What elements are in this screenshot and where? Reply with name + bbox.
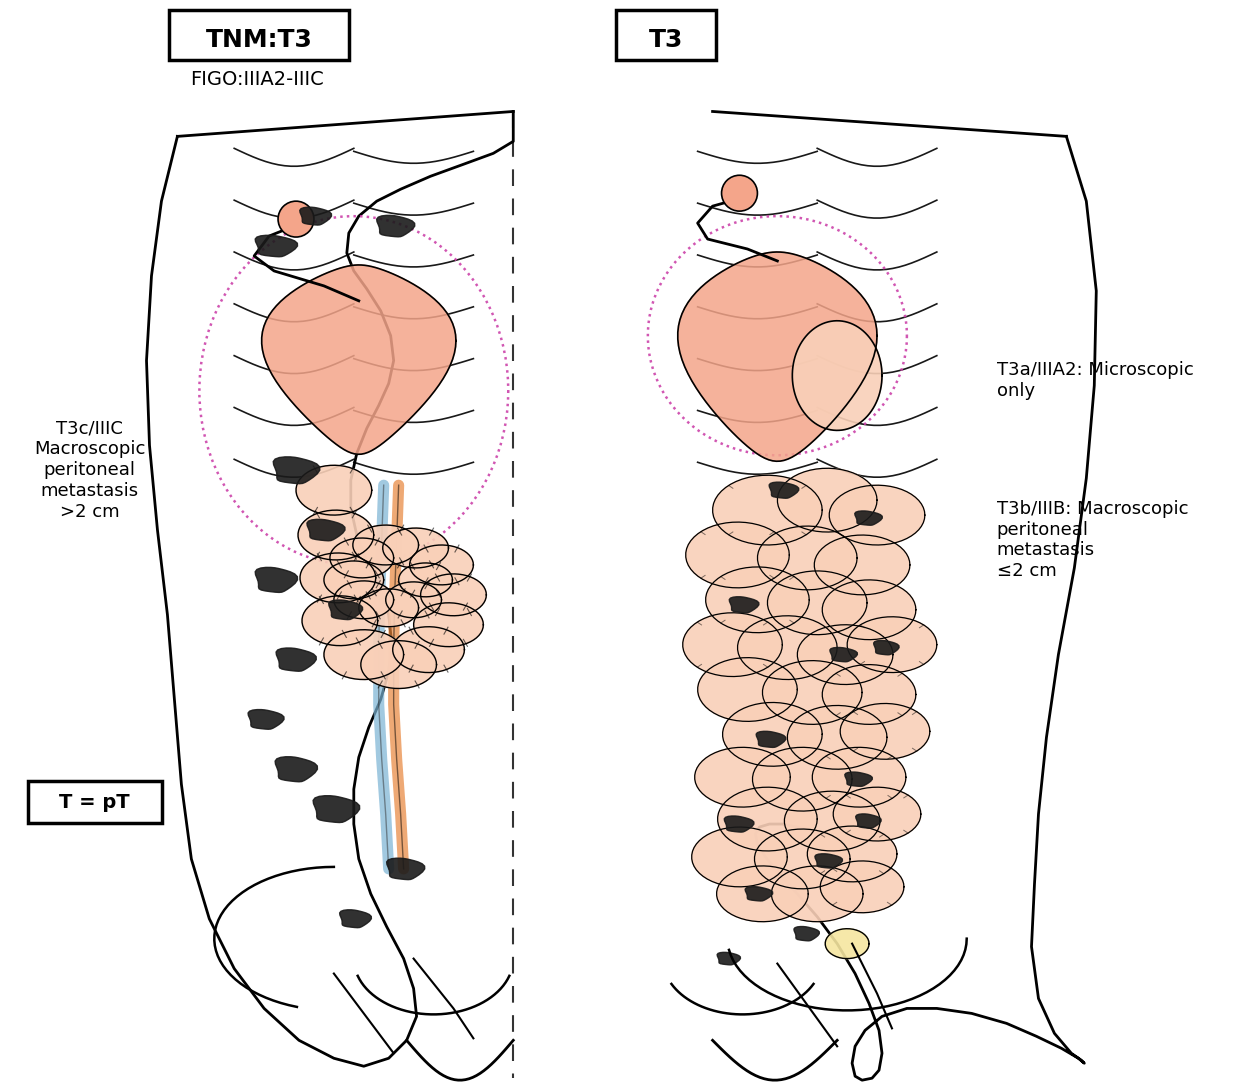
- Polygon shape: [830, 485, 925, 545]
- Polygon shape: [830, 647, 857, 662]
- Polygon shape: [815, 535, 910, 595]
- Polygon shape: [324, 561, 384, 598]
- Text: TNM:T3: TNM:T3: [206, 27, 313, 52]
- Polygon shape: [399, 562, 452, 597]
- Polygon shape: [768, 571, 867, 634]
- Polygon shape: [307, 519, 345, 541]
- Polygon shape: [329, 599, 363, 620]
- Polygon shape: [797, 625, 893, 684]
- Polygon shape: [794, 927, 820, 941]
- Polygon shape: [255, 567, 298, 593]
- Circle shape: [278, 201, 314, 237]
- Polygon shape: [330, 539, 394, 578]
- Polygon shape: [255, 235, 298, 257]
- Polygon shape: [769, 482, 799, 498]
- Polygon shape: [678, 252, 877, 461]
- Polygon shape: [787, 705, 887, 769]
- Polygon shape: [713, 475, 822, 545]
- Polygon shape: [683, 613, 782, 677]
- Polygon shape: [685, 522, 789, 588]
- Polygon shape: [834, 788, 921, 841]
- Polygon shape: [277, 648, 316, 671]
- Polygon shape: [414, 603, 483, 646]
- Text: T3: T3: [649, 27, 683, 52]
- Polygon shape: [763, 660, 862, 725]
- Polygon shape: [340, 910, 371, 928]
- Polygon shape: [386, 582, 441, 618]
- Polygon shape: [723, 703, 822, 766]
- Polygon shape: [745, 887, 773, 901]
- Polygon shape: [313, 795, 360, 823]
- Text: FIGO:IIIA2-IIIC: FIGO:IIIA2-IIIC: [191, 70, 324, 89]
- Polygon shape: [840, 704, 930, 759]
- Polygon shape: [383, 528, 449, 568]
- Polygon shape: [386, 858, 425, 880]
- Polygon shape: [692, 827, 787, 887]
- Polygon shape: [298, 510, 374, 560]
- Polygon shape: [376, 215, 415, 237]
- Polygon shape: [792, 321, 882, 431]
- Polygon shape: [820, 861, 903, 913]
- Circle shape: [721, 175, 758, 211]
- Text: T3a/IIIA2: Microscopic
only: T3a/IIIA2: Microscopic only: [997, 361, 1194, 400]
- Polygon shape: [421, 573, 486, 616]
- Polygon shape: [718, 952, 740, 965]
- Polygon shape: [300, 207, 331, 225]
- Polygon shape: [410, 545, 473, 585]
- Polygon shape: [785, 791, 880, 851]
- FancyBboxPatch shape: [169, 10, 349, 60]
- Polygon shape: [756, 731, 786, 747]
- Polygon shape: [273, 457, 320, 484]
- Polygon shape: [698, 657, 797, 721]
- FancyBboxPatch shape: [616, 10, 715, 60]
- Polygon shape: [855, 511, 882, 526]
- Text: T3c/IIIC
Macroscopic
peritoneal
metastasis
>2 cm: T3c/IIIC Macroscopic peritoneal metastas…: [34, 420, 146, 521]
- Polygon shape: [724, 816, 754, 832]
- Polygon shape: [705, 567, 809, 633]
- Polygon shape: [297, 466, 371, 515]
- Polygon shape: [847, 617, 937, 672]
- Polygon shape: [856, 814, 881, 828]
- Polygon shape: [353, 526, 419, 565]
- Polygon shape: [392, 627, 465, 672]
- Polygon shape: [753, 747, 852, 811]
- Polygon shape: [738, 616, 837, 680]
- Polygon shape: [845, 772, 872, 787]
- Polygon shape: [695, 747, 790, 807]
- Polygon shape: [815, 854, 842, 868]
- Polygon shape: [300, 553, 376, 603]
- Polygon shape: [248, 709, 284, 729]
- Polygon shape: [729, 596, 759, 613]
- Polygon shape: [275, 757, 318, 782]
- Polygon shape: [822, 580, 916, 640]
- FancyBboxPatch shape: [27, 781, 162, 823]
- Text: T = pT: T = pT: [60, 793, 130, 812]
- Polygon shape: [822, 665, 916, 725]
- Polygon shape: [812, 747, 906, 807]
- Polygon shape: [361, 641, 436, 689]
- Polygon shape: [262, 265, 456, 455]
- Polygon shape: [359, 589, 419, 627]
- Polygon shape: [755, 829, 850, 889]
- Polygon shape: [778, 468, 877, 532]
- Polygon shape: [825, 929, 868, 959]
- Polygon shape: [334, 581, 394, 619]
- Polygon shape: [807, 826, 897, 882]
- Polygon shape: [771, 866, 863, 922]
- Polygon shape: [716, 866, 809, 922]
- Polygon shape: [718, 788, 817, 851]
- Polygon shape: [873, 641, 900, 655]
- Polygon shape: [302, 596, 378, 645]
- Polygon shape: [324, 630, 404, 680]
- Polygon shape: [758, 527, 857, 590]
- Text: T3b/IIIB: Macroscopic
peritoneal
metastasis
≤2 cm: T3b/IIIB: Macroscopic peritoneal metasta…: [997, 499, 1189, 580]
